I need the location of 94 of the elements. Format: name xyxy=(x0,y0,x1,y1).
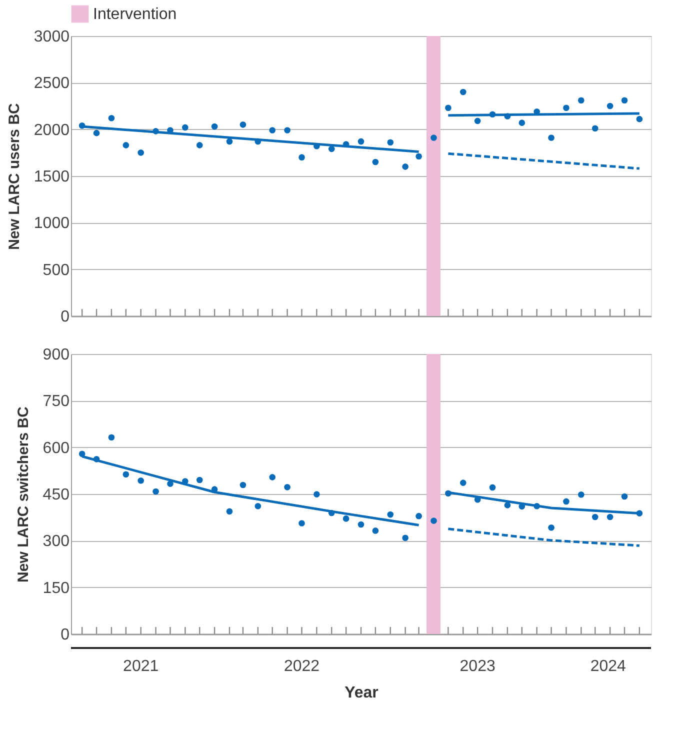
point xyxy=(460,480,466,486)
y-tick-label: 500 xyxy=(42,262,70,279)
point xyxy=(196,142,203,148)
point xyxy=(342,515,350,522)
point xyxy=(298,154,305,160)
point xyxy=(108,114,115,122)
point xyxy=(402,534,408,542)
y-tick-label: 0 xyxy=(60,308,70,326)
point xyxy=(563,498,570,505)
point xyxy=(445,490,452,497)
point xyxy=(474,118,481,124)
point xyxy=(372,158,379,166)
y-tick-label: 900 xyxy=(42,346,70,364)
point xyxy=(226,508,233,515)
point xyxy=(621,493,628,500)
point xyxy=(182,124,188,131)
point xyxy=(138,150,144,156)
point xyxy=(445,104,452,112)
point xyxy=(578,491,584,498)
point xyxy=(93,130,100,136)
y-tick-label: 450 xyxy=(42,486,70,504)
y-tick-label: 3000 xyxy=(34,28,70,46)
x-tick-label: 2022 xyxy=(284,658,320,675)
point xyxy=(269,474,276,480)
point xyxy=(592,125,598,132)
y-tick-label: 1000 xyxy=(34,215,70,232)
point xyxy=(387,511,394,518)
point xyxy=(534,502,540,510)
point xyxy=(78,122,86,129)
point xyxy=(108,434,115,441)
point xyxy=(254,138,262,145)
point xyxy=(416,153,422,160)
y-tick-label: 1500 xyxy=(34,168,70,186)
point xyxy=(358,138,364,145)
point xyxy=(636,116,643,122)
point xyxy=(342,141,350,148)
y-axis-title: New LARC users BC xyxy=(6,102,23,250)
point xyxy=(489,484,496,491)
point xyxy=(254,502,262,510)
point xyxy=(284,484,290,490)
point xyxy=(284,127,290,134)
point xyxy=(122,471,130,478)
point xyxy=(372,528,379,534)
y-tick-label: 300 xyxy=(42,533,70,550)
point xyxy=(387,139,394,146)
point xyxy=(240,482,246,488)
point xyxy=(240,122,246,128)
point xyxy=(563,104,570,112)
x-tick-label: 2021 xyxy=(123,658,159,675)
point xyxy=(402,164,408,170)
x-axis-title: Year xyxy=(344,684,378,702)
point xyxy=(606,102,614,110)
point xyxy=(504,502,511,508)
y-axis-title: New LARC switchers BC xyxy=(14,406,32,582)
point xyxy=(460,88,466,96)
point xyxy=(78,450,86,458)
y-tick-label: 750 xyxy=(42,393,70,410)
point xyxy=(328,510,335,516)
x-tick-label: 2024 xyxy=(590,658,626,675)
point xyxy=(298,520,305,526)
point xyxy=(211,123,218,130)
point xyxy=(138,477,144,484)
y-tick-label: 0 xyxy=(60,626,70,644)
y-tick-label: 600 xyxy=(42,440,70,457)
point xyxy=(548,134,554,141)
point xyxy=(211,486,218,492)
point xyxy=(430,134,437,141)
legend-label: Intervention xyxy=(93,6,177,23)
point xyxy=(578,97,584,104)
y-tick-label: 2000 xyxy=(34,122,70,139)
point xyxy=(93,456,100,462)
y-tick-label: 2500 xyxy=(34,75,70,92)
point xyxy=(416,512,422,520)
point xyxy=(269,127,276,134)
point xyxy=(196,476,203,484)
point xyxy=(504,113,511,120)
point xyxy=(592,514,598,520)
point xyxy=(122,142,130,148)
point xyxy=(152,488,159,495)
point xyxy=(226,138,233,145)
x-tick-label: 2023 xyxy=(460,658,496,675)
point xyxy=(489,111,496,118)
point xyxy=(636,510,643,516)
point xyxy=(621,97,628,104)
point xyxy=(548,524,554,531)
point xyxy=(430,518,437,524)
y-tick-label: 150 xyxy=(42,580,70,597)
point xyxy=(328,146,335,152)
point xyxy=(152,128,159,134)
point xyxy=(358,521,364,528)
point xyxy=(167,480,174,487)
point xyxy=(606,514,614,520)
point xyxy=(518,120,526,126)
point xyxy=(314,491,320,498)
